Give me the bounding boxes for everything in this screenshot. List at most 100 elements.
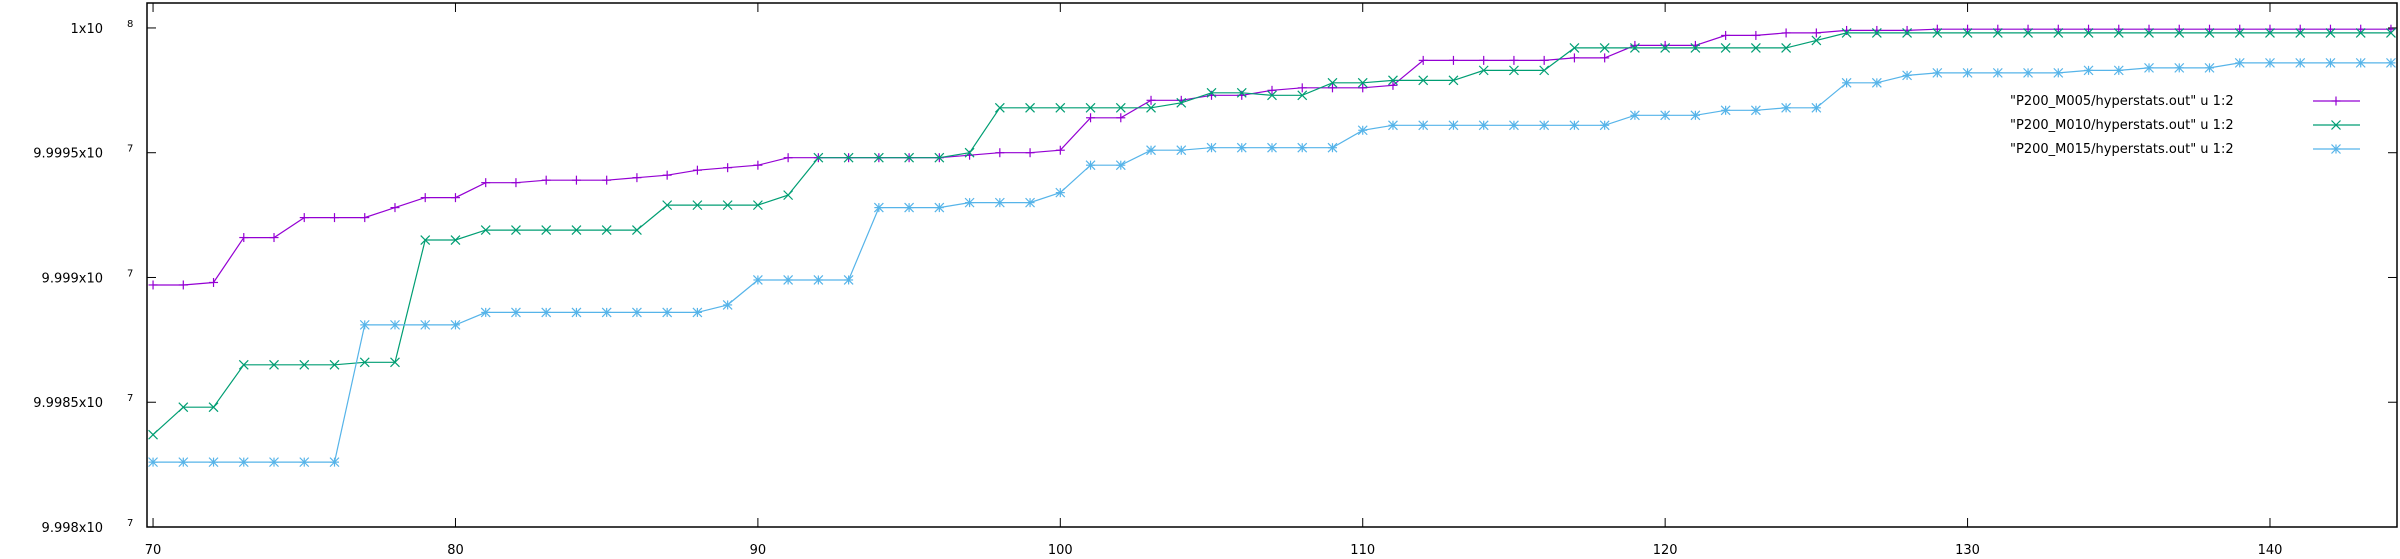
data-point [239,233,249,243]
data-point [1871,77,1882,88]
data-point [359,357,370,368]
data-point [601,225,612,235]
data-point [208,402,219,413]
data-point [208,457,219,468]
data-point [1236,142,1247,153]
data-point [1357,77,1368,88]
data-point [148,457,158,468]
data-point [1902,70,1913,81]
data-point [1297,142,1308,153]
data-point [2083,65,2094,76]
y-tick-label: 9.9995x10 [33,147,103,162]
data-point [299,359,310,370]
data-point [1660,110,1671,121]
data-point [480,225,491,235]
data-point [722,299,733,310]
data-point [1055,187,1066,198]
data-point [2355,28,2366,38]
data-point [964,147,975,158]
data-point [1509,65,1519,76]
y-tick-label: 1x10 [70,22,103,37]
data-point [1811,102,1822,113]
data-point [1569,42,1580,53]
data-point [2204,28,2215,38]
data-point [1267,85,1277,95]
data-point [1992,28,2003,38]
series-plus [148,24,2396,290]
data-point [1236,87,1247,98]
data-point [1720,42,1731,53]
data-point [1327,83,1337,93]
series-star [148,57,2396,468]
data-point [1267,142,1277,153]
y-tick-label: 9.999x10 [42,271,103,286]
data-point [632,173,642,183]
data-point [1115,102,1126,113]
series-group [148,24,2396,468]
data-point [934,202,945,213]
data-point [602,175,612,185]
data-point [2023,67,2033,78]
data-point [2265,28,2275,38]
data-point [2144,28,2154,38]
data-point [1176,145,1187,156]
data-point [753,160,763,170]
data-point [2234,57,2245,68]
data-point [1600,53,1610,63]
data-point [662,200,673,211]
data-point [1781,102,1792,113]
data-point [1388,75,1398,86]
data-point [1146,102,1156,113]
data-point [2053,67,2064,78]
data-point [723,163,733,173]
y-tick-exponent: 7 [127,144,133,155]
data-point [330,213,339,223]
data-point [904,202,915,213]
data-point [1478,120,1489,131]
data-point [1418,120,1429,131]
data-point [1146,95,1156,105]
data-point [2144,62,2154,73]
data-point [511,307,521,318]
data-point [1750,42,1761,53]
legend-label: "P200_M010/hyperstats.out" u 1:2 [2010,118,2234,133]
data-point [1992,67,2003,78]
data-point [450,319,461,330]
data-point [995,148,1005,158]
data-point [1720,105,1731,116]
data-point [481,178,491,188]
data-point [2331,120,2341,130]
y-tick-exponent: 7 [127,268,133,279]
y-tick-label: 9.9985x10 [33,396,103,411]
data-point [1599,120,1610,131]
data-point [299,457,310,468]
data-point [692,165,702,175]
data-point [662,170,672,180]
data-point [601,307,612,318]
data-point [1841,77,1852,88]
data-point [209,277,219,287]
axis-ticks: 70 80 90 100 110 120 130 140 9.998x10 7 9.9985x10 7… [33,3,2397,558]
data-point [1357,125,1368,136]
data-point [1509,120,1519,131]
data-point [1932,67,1943,78]
data-point [1206,87,1217,98]
data-point [329,359,340,370]
data-point [631,307,642,318]
data-point [571,175,581,185]
data-point [843,152,854,163]
data-point [360,213,370,223]
data-point [541,225,552,235]
data-point [238,359,249,370]
data-point [692,307,703,318]
data-point [662,307,673,318]
data-point [2174,62,2185,73]
data-point [178,280,188,290]
data-point [1388,120,1398,131]
data-point [783,190,794,201]
data-point [1660,42,1671,53]
y-tick-label: 9.998x10 [42,521,103,536]
data-point [1358,83,1368,93]
data-point [299,213,309,223]
